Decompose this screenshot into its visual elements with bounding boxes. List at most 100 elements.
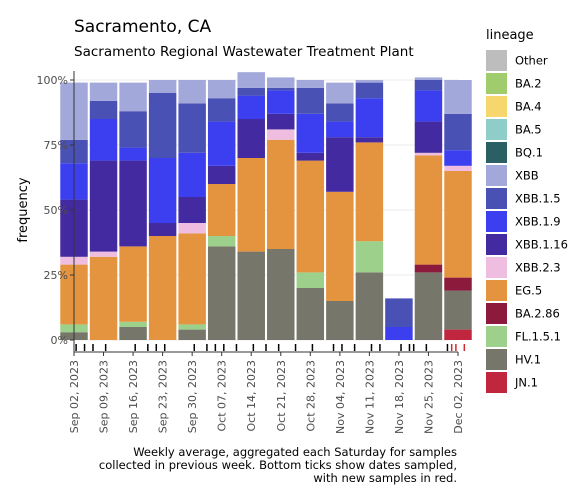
legend-swatch: [486, 349, 507, 370]
bar-segment: [355, 98, 384, 138]
x-tick-label: Dec 02, 2023: [452, 360, 465, 434]
bar-segment: [237, 119, 265, 158]
legend-swatch: [486, 119, 507, 140]
bar-segment: [178, 152, 206, 197]
bar-stack: [385, 298, 413, 340]
x-tick-label: Sep 23, 2023: [157, 360, 170, 433]
bar-segment: [267, 90, 295, 114]
x-tick-label: Sep 30, 2023: [186, 360, 199, 433]
legend: lineage Other BA.2 BA.4 BA.5 BQ.1 XBB XBB.1.5 X…: [486, 28, 568, 393]
footnote: Weekly average, aggregated each Saturday…: [99, 445, 457, 485]
bar-segment: [267, 113, 295, 130]
bar-segment: [414, 152, 443, 156]
bar-segment: [326, 121, 354, 138]
legend-item: JN.1: [486, 372, 538, 393]
x-tick-label: Oct 07, 2023: [216, 360, 229, 432]
x-tick-label: Oct 21, 2023: [275, 360, 288, 432]
bar-stack: [119, 82, 147, 340]
legend-label: XBB.1.5: [515, 192, 561, 206]
x-tick-label: Sep 09, 2023: [98, 360, 111, 433]
legend-title: lineage: [486, 28, 534, 43]
bar-segment: [207, 98, 236, 122]
y-tick-label: 75%: [44, 139, 68, 152]
bar-segment: [119, 246, 147, 322]
bar-segment: [355, 142, 384, 242]
bar-segment: [444, 150, 472, 166]
bar-segment: [414, 121, 443, 153]
bar-segment: [237, 158, 265, 252]
bar-segment: [355, 272, 384, 340]
legend-item: HV.1: [486, 349, 541, 370]
bar-segment: [207, 236, 236, 247]
y-tick-label: 0%: [51, 334, 68, 347]
bar-segment: [119, 160, 147, 247]
legend-label: XBB: [515, 169, 539, 183]
legend-item: XBB: [486, 165, 539, 186]
x-tick-label: Sep 02, 2023: [68, 360, 81, 433]
bar-segment: [267, 87, 295, 91]
bar-segment: [355, 82, 384, 99]
bar-segment: [267, 139, 295, 249]
legend-item: BQ.1: [486, 142, 543, 163]
bar-stack: [296, 80, 325, 340]
bar-segment: [296, 160, 325, 273]
legend-label: BA.4: [515, 100, 542, 114]
legend-label: FL.1.5.1: [515, 330, 561, 344]
legend-swatch: [486, 211, 507, 232]
legend-item: FL.1.5.1: [486, 326, 561, 347]
bar-segment: [444, 171, 472, 278]
bar-segment: [119, 147, 147, 161]
legend-item: BA.5: [486, 119, 542, 140]
chart-subtitle: Sacramento Regional Wastewater Treatment…: [74, 44, 414, 60]
bar-segment: [207, 121, 236, 166]
footnote-line-1: Weekly average, aggregated each Saturday…: [133, 445, 457, 459]
bar-segment: [385, 327, 413, 340]
bar-segment: [89, 82, 118, 101]
y-tick-label: 100%: [37, 74, 68, 87]
bar-segment: [178, 233, 206, 325]
bar-segment: [89, 160, 118, 252]
bar-segment: [326, 103, 354, 122]
bar-stack: [326, 82, 354, 340]
bar-segment: [207, 184, 236, 236]
bar-segment: [414, 272, 443, 340]
bar-segment: [148, 158, 177, 223]
legend-swatch: [486, 326, 507, 347]
bar-segment: [89, 119, 118, 161]
bar-segment: [148, 236, 177, 340]
chart-title: Sacramento, CA: [74, 17, 211, 37]
bar-segment: [148, 93, 177, 158]
legend-item: XBB.1.9: [486, 211, 561, 232]
bar-segment: [444, 113, 472, 151]
legend-swatch: [486, 234, 507, 255]
bar-segment: [444, 80, 472, 114]
bar-segment: [207, 80, 236, 99]
bar-segment: [119, 82, 147, 112]
bar-segment: [207, 165, 236, 184]
bar-segment: [119, 321, 147, 327]
bar-segment: [296, 113, 325, 153]
bar-segment: [296, 288, 325, 340]
bar-segment: [267, 129, 295, 140]
bar-segment: [237, 72, 265, 88]
bar-stack: [89, 82, 118, 340]
x-tick-label: Oct 28, 2023: [304, 360, 317, 432]
legend-item: XBB.2.3: [486, 257, 561, 278]
bar-segment: [444, 290, 472, 330]
bar-segment: [326, 82, 354, 104]
legend-label: Other: [515, 54, 548, 68]
legend-swatch: [486, 303, 507, 324]
bar-segment: [178, 103, 206, 153]
y-tick-label: 25%: [44, 269, 68, 282]
bar-stack: [267, 77, 295, 340]
bar-segment: [296, 87, 325, 114]
bar-segment: [414, 264, 443, 273]
bar-stack: [207, 80, 236, 340]
legend-swatch: [486, 257, 507, 278]
legend-item: BA.2.86: [486, 303, 560, 324]
bar-segment: [267, 77, 295, 88]
legend-label: JN.1: [514, 376, 538, 390]
x-tick-label: Sep 16, 2023: [127, 360, 140, 433]
bar-segment: [89, 251, 118, 257]
bar-segment: [237, 87, 265, 96]
